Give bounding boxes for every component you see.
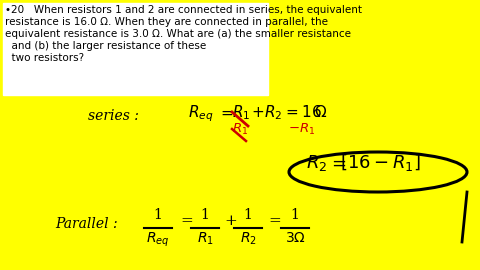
Text: $3\Omega$: $3\Omega$ bbox=[285, 231, 305, 245]
Text: $-R_1$: $-R_1$ bbox=[288, 122, 315, 137]
Text: •20   When resistors 1 and 2 are connected in series, the equivalent: •20 When resistors 1 and 2 are connected… bbox=[5, 5, 362, 15]
Text: 1: 1 bbox=[290, 208, 300, 222]
Text: =: = bbox=[268, 214, 281, 228]
Text: 1: 1 bbox=[154, 208, 162, 222]
Text: $R_2$: $R_2$ bbox=[306, 153, 327, 173]
Text: resistance is 16.0 Ω. When they are connected in parallel, the: resistance is 16.0 Ω. When they are conn… bbox=[5, 17, 328, 27]
Text: two resistors?: two resistors? bbox=[5, 53, 84, 63]
Text: $+$: $+$ bbox=[251, 106, 264, 120]
Text: 1: 1 bbox=[201, 208, 209, 222]
Text: =: = bbox=[180, 214, 193, 228]
Text: series :: series : bbox=[88, 109, 139, 123]
Text: $R_{eq}$: $R_{eq}$ bbox=[188, 103, 214, 124]
Text: Parallel :: Parallel : bbox=[55, 217, 118, 231]
Text: $= 16$: $= 16$ bbox=[283, 104, 322, 120]
Text: equivalent resistance is 3.0 Ω. What are (a) the smaller resistance: equivalent resistance is 3.0 Ω. What are… bbox=[5, 29, 351, 39]
Text: $R_2$: $R_2$ bbox=[264, 103, 282, 122]
Text: $=$: $=$ bbox=[328, 154, 347, 172]
Text: $\Omega$: $\Omega$ bbox=[314, 104, 327, 120]
FancyBboxPatch shape bbox=[3, 3, 268, 95]
Text: $R_{eq}$: $R_{eq}$ bbox=[146, 231, 170, 249]
Text: $\left[16 - R_1\right]$: $\left[16 - R_1\right]$ bbox=[340, 152, 420, 173]
Text: +: + bbox=[224, 214, 237, 228]
Text: $R_1$: $R_1$ bbox=[196, 231, 214, 247]
Text: $=$: $=$ bbox=[218, 106, 234, 120]
Text: $R_2$: $R_2$ bbox=[240, 231, 256, 247]
Text: and (b) the larger resistance of these: and (b) the larger resistance of these bbox=[5, 41, 206, 51]
Text: $R_1$: $R_1$ bbox=[232, 103, 250, 122]
Text: $R_1$: $R_1$ bbox=[232, 122, 248, 137]
Text: 1: 1 bbox=[243, 208, 252, 222]
